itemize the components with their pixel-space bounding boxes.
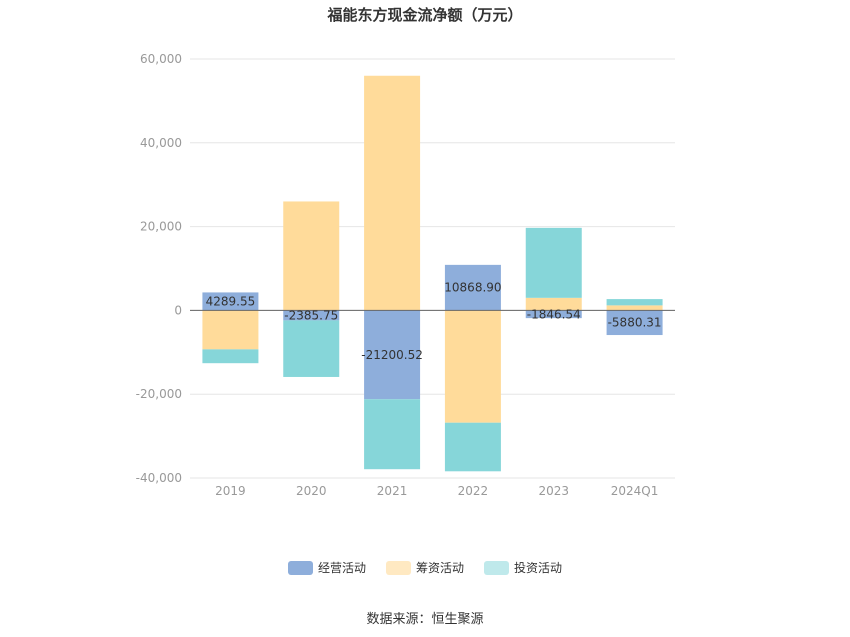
bar[interactable] (525, 227, 582, 298)
legend-label-operating: 经营活动 (317, 561, 366, 575)
y-tick-label: -20,000 (136, 387, 182, 401)
bar[interactable] (606, 305, 663, 311)
axes: 60,000 40,000 20,000 0 -20,000 -40,000 2019 202… (136, 52, 675, 498)
legend-swatch-operating (287, 560, 313, 575)
bar[interactable] (202, 292, 259, 311)
bar[interactable] (283, 320, 340, 377)
bar[interactable] (525, 297, 582, 311)
data-label: -1846.54 (527, 307, 581, 321)
legend: 经营活动 筹资活动 投资活动 (0, 559, 850, 576)
bar[interactable] (283, 310, 340, 321)
bar[interactable] (364, 399, 421, 470)
x-tick-label: 2019 (215, 484, 246, 498)
x-tick-label: 2021 (377, 484, 408, 498)
bar[interactable] (283, 201, 340, 311)
bar[interactable] (202, 310, 259, 350)
legend-item-operating[interactable]: 经营活动 (287, 559, 366, 576)
bar[interactable] (525, 310, 582, 319)
bar[interactable] (444, 422, 501, 472)
data-labels: 4289.55 -2385.75 -21200.52 10868.90 -1846.54… (206, 281, 662, 362)
y-tick-label: 60,000 (140, 52, 182, 66)
y-tick-label: 0 (174, 303, 182, 317)
legend-item-investing[interactable]: 投资活动 (484, 559, 562, 576)
source-note: 数据来源：恒生聚源 (366, 612, 484, 627)
gridlines (190, 58, 675, 479)
bar[interactable] (444, 264, 501, 311)
bar[interactable] (444, 310, 501, 423)
legend-label-investing: 投资活动 (514, 561, 563, 575)
data-label: -21200.52 (361, 348, 423, 362)
legend-swatch-financing (385, 560, 411, 575)
data-label: -2385.75 (284, 308, 338, 322)
data-label: -5880.31 (608, 316, 662, 330)
data-label: 4289.55 (206, 294, 256, 308)
legend-swatch-investing (484, 560, 509, 575)
x-tick-label: 2024Q1 (611, 484, 659, 498)
legend-label-financing: 筹资活动 (415, 561, 464, 575)
y-tick-label: -40,000 (136, 471, 182, 485)
x-tick-label: 2020 (296, 484, 327, 498)
bar[interactable] (364, 75, 421, 311)
bar[interactable] (202, 349, 259, 364)
data-label: 10868.90 (444, 281, 501, 295)
bar[interactable] (606, 299, 663, 306)
bar[interactable] (364, 310, 421, 400)
x-tick-label: 2023 (538, 484, 569, 498)
bar[interactable] (606, 310, 663, 336)
bars (202, 75, 663, 472)
legend-item-financing[interactable]: 筹资活动 (385, 559, 464, 576)
x-tick-label: 2022 (458, 484, 489, 498)
y-tick-label: 40,000 (140, 136, 182, 150)
y-tick-label: 20,000 (140, 220, 182, 234)
chart-title: 福能东方现金流净额（万元） (327, 6, 523, 24)
